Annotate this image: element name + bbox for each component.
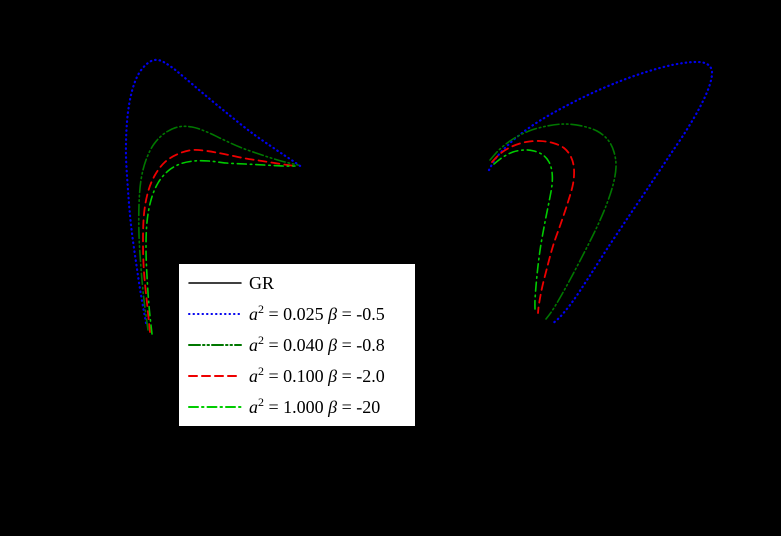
curve-right-a2-0-040-beta-0-8 bbox=[489, 123, 617, 320]
legend-line-sample-a040 bbox=[188, 343, 242, 346]
var-a: a bbox=[249, 334, 258, 355]
legend-row-gr: GR bbox=[187, 268, 407, 298]
legend-row-a100: a2 = 0.100 β = -2.0 bbox=[187, 361, 407, 391]
legend-label-a1000: a2 = 1.000 β = -20 bbox=[249, 394, 381, 417]
var-a: a bbox=[249, 304, 258, 325]
var-beta: β bbox=[328, 396, 338, 417]
legend-line-sample-a100 bbox=[188, 374, 242, 377]
curve-left-a2-0-040-beta-0-8 bbox=[137, 125, 299, 331]
legend: GR a2 = 0.025 β = -0.5 a2 = 0.040 β = -0… bbox=[178, 263, 416, 427]
sup-2: 2 bbox=[258, 394, 264, 409]
value-beta: = -0.5 bbox=[337, 304, 385, 325]
curve-right-a2-1-000-beta-20 bbox=[493, 149, 554, 310]
legend-label-a100: a2 = 0.100 β = -2.0 bbox=[249, 363, 385, 386]
value-a: = 0.040 bbox=[264, 334, 329, 355]
var-a: a bbox=[249, 396, 258, 417]
sup-2: 2 bbox=[258, 363, 264, 378]
curve-left-a2-0-025-beta-0-5 bbox=[124, 58, 305, 325]
curve-left-a2-1-000-beta-20 bbox=[145, 159, 296, 335]
sup-2: 2 bbox=[258, 302, 264, 317]
legend-label-gr: GR bbox=[249, 273, 275, 294]
legend-line-sample-gr bbox=[188, 282, 242, 285]
sup-2: 2 bbox=[258, 332, 264, 347]
curve-left-a2-0-100-beta-2-0 bbox=[142, 148, 296, 333]
value-beta: = -20 bbox=[337, 396, 381, 417]
legend-label-a025: a2 = 0.025 β = -0.5 bbox=[249, 302, 385, 325]
var-a: a bbox=[249, 365, 258, 386]
value-beta: = -2.0 bbox=[337, 365, 385, 386]
var-beta: β bbox=[328, 365, 338, 386]
legend-row-a1000: a2 = 1.000 β = -20 bbox=[187, 392, 407, 422]
var-beta: β bbox=[328, 304, 338, 325]
value-a: = 0.100 bbox=[264, 365, 329, 386]
value-a: = 1.000 bbox=[264, 396, 329, 417]
value-beta: = -0.8 bbox=[337, 334, 385, 355]
legend-label-a040: a2 = 0.040 β = -0.8 bbox=[249, 332, 385, 355]
legend-line-sample-a1000 bbox=[188, 405, 242, 408]
var-beta: β bbox=[328, 334, 338, 355]
value-a: = 0.025 bbox=[264, 304, 329, 325]
legend-row-a025: a2 = 0.025 β = -0.5 bbox=[187, 299, 407, 329]
legend-row-a040: a2 = 0.040 β = -0.8 bbox=[187, 330, 407, 360]
curve-left-gr bbox=[144, 158, 296, 334]
legend-line-sample-a025 bbox=[188, 313, 242, 316]
curve-right-a2-0-025-beta-0-5 bbox=[487, 60, 714, 326]
curve-right-a2-0-100-beta-2-0 bbox=[491, 140, 576, 314]
